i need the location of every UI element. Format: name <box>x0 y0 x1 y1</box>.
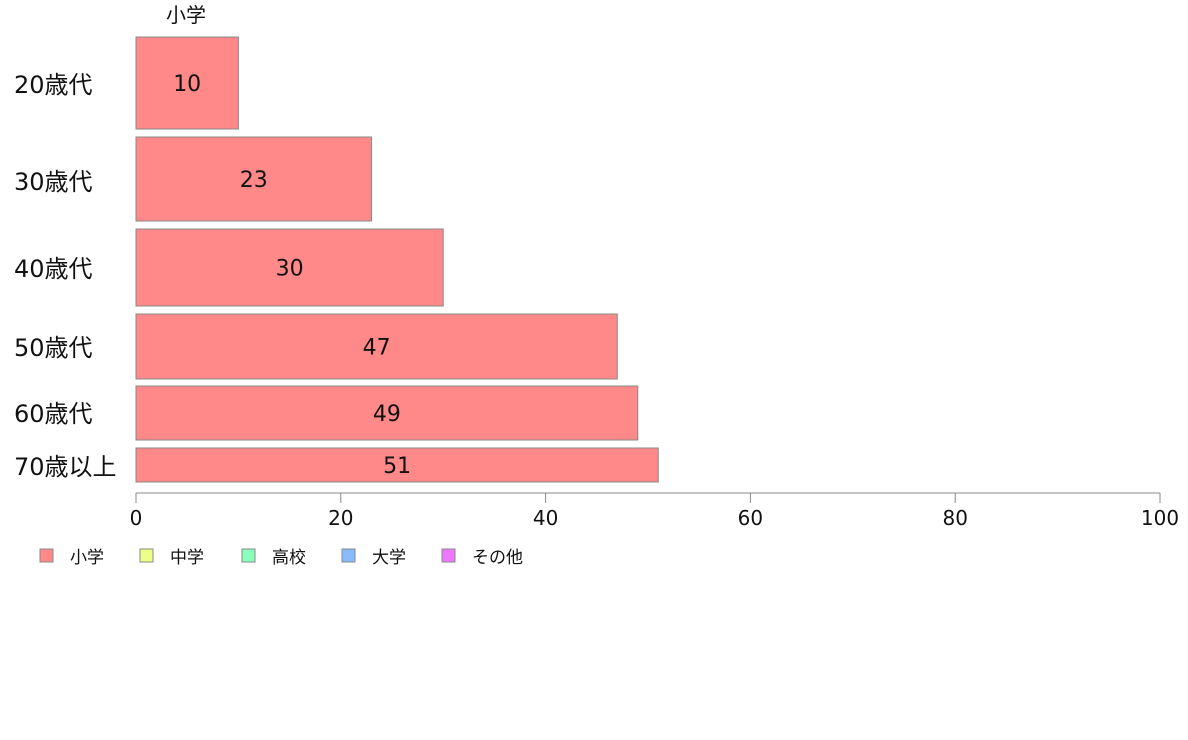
bar-value-label-1: 10 <box>173 72 201 97</box>
bar-3 <box>135 228 444 307</box>
category-label-2: 30歳代 <box>14 168 93 196</box>
bar-value-label-2: 23 <box>240 168 268 193</box>
bar-6 <box>135 447 659 483</box>
bar-value-label-6: 51 <box>383 454 411 479</box>
x-tick-label-5: 100 <box>1141 506 1179 530</box>
bar-value-label-3: 30 <box>276 257 304 282</box>
x-tick-label-0: 0 <box>130 506 143 530</box>
legend-label-2: 中学 <box>170 548 204 568</box>
bar-4 <box>135 313 618 380</box>
x-tick-label-1: 20 <box>328 506 353 530</box>
category-label-1: 20歳代 <box>14 71 93 99</box>
column-label: 小学 <box>166 3 206 27</box>
category-label-4: 50歳代 <box>14 334 93 362</box>
bar-value-label-4: 47 <box>363 336 391 361</box>
legend-swatch-2 <box>139 548 154 563</box>
x-tick-label-2: 40 <box>533 506 558 530</box>
legend-label-5: その他 <box>472 548 523 568</box>
bar-1 <box>135 36 239 130</box>
x-axis: 0 20 40 60 80 100 <box>130 492 1179 530</box>
legend-swatch-1 <box>39 548 54 563</box>
category-label-6: 70歳以上 <box>14 453 117 481</box>
category-label-3: 40歳代 <box>14 255 93 283</box>
legend-swatch-3 <box>241 548 256 563</box>
legend-label-1: 小学 <box>70 548 104 568</box>
bar-5 <box>135 385 639 441</box>
legend-swatch-4 <box>341 548 356 563</box>
legend: 小学 中学 高校 大学 その他 <box>39 548 523 568</box>
x-tick-label-3: 60 <box>738 506 763 530</box>
legend-label-4: 大学 <box>372 548 406 568</box>
x-tick-label-4: 80 <box>942 506 967 530</box>
bar-2 <box>135 136 373 222</box>
legend-label-3: 高校 <box>272 548 306 568</box>
legend-swatch-5 <box>441 548 456 563</box>
bar-value-label-5: 49 <box>373 402 401 427</box>
category-labels-group: 20歳代 30歳代 40歳代 50歳代 60歳代 70歳以上 <box>14 71 117 481</box>
category-label-5: 60歳代 <box>14 400 93 428</box>
bars-group: 10 23 30 47 49 51 <box>135 36 659 483</box>
